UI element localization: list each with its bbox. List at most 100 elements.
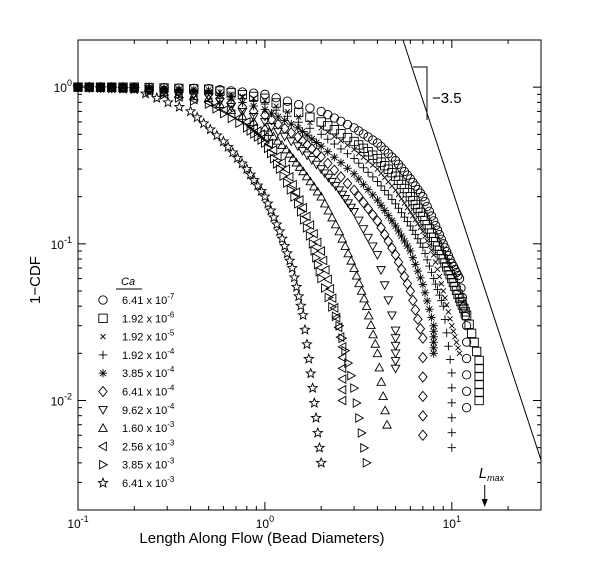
data-point — [461, 370, 472, 380]
data-point — [418, 390, 428, 403]
data-point — [349, 154, 359, 163]
data-point — [427, 268, 436, 277]
data-point — [323, 205, 334, 215]
data-point — [355, 150, 362, 157]
data-point — [338, 138, 344, 144]
data-point — [261, 138, 271, 148]
data-point — [360, 154, 367, 161]
data-point — [283, 178, 293, 188]
data-point — [379, 228, 390, 241]
data-point — [411, 230, 420, 239]
data-point — [197, 117, 210, 129]
data-point — [430, 220, 441, 231]
data-point — [318, 255, 328, 266]
data-point — [380, 161, 390, 171]
data-point — [203, 88, 214, 101]
data-point — [466, 328, 477, 339]
x-tick-label: 100 — [256, 514, 274, 531]
data-point — [320, 283, 330, 293]
data-point — [400, 212, 409, 222]
data-point — [349, 136, 359, 147]
data-point — [266, 114, 277, 126]
data-point — [431, 279, 440, 289]
legend-label: 6.41 x 10-4 — [122, 384, 175, 399]
data-point — [376, 221, 386, 234]
data-point — [272, 158, 282, 169]
data-point — [376, 141, 386, 152]
data-point — [349, 123, 359, 133]
data-point — [396, 263, 407, 276]
data-point — [331, 311, 341, 322]
legend-label: 1.92 x 10-5 — [122, 329, 175, 344]
data-point — [372, 348, 383, 358]
data-point — [312, 252, 322, 263]
data-point — [343, 248, 354, 258]
data-point — [294, 198, 303, 209]
data-point — [291, 157, 302, 167]
data-point — [365, 319, 376, 329]
data-point — [453, 339, 460, 346]
data-point — [334, 226, 345, 236]
data-point — [337, 233, 348, 243]
data-point — [445, 309, 452, 315]
data-point — [294, 107, 304, 118]
legend-entry: 9.62 x 10-4 — [98, 402, 175, 417]
data-point — [322, 157, 333, 170]
data-point — [415, 322, 426, 335]
data-point — [299, 214, 309, 225]
data-point — [273, 127, 284, 137]
data-point — [340, 195, 351, 204]
data-point — [353, 190, 364, 203]
data-point — [387, 152, 397, 162]
data-point — [403, 241, 412, 251]
data-point — [313, 259, 323, 270]
data-point — [390, 249, 401, 261]
data-point — [286, 137, 297, 147]
lmax-arrow-head — [481, 499, 488, 507]
data-point — [418, 371, 428, 383]
legend-entry: 3.85 x 10-3 — [99, 457, 175, 472]
data-point — [380, 405, 391, 415]
data-point — [311, 426, 324, 438]
data-point — [429, 327, 438, 336]
data-point — [329, 164, 340, 176]
data-point — [271, 93, 281, 103]
data-point — [342, 119, 353, 130]
data-point — [383, 164, 393, 174]
data-point — [286, 184, 296, 195]
data-point — [249, 88, 259, 98]
data-point — [315, 456, 327, 468]
data-point — [452, 333, 458, 340]
data-point — [423, 255, 432, 265]
y-axis-title: 1−CDF — [27, 256, 44, 304]
data-point — [397, 208, 406, 217]
data-point — [439, 301, 448, 311]
data-point — [307, 143, 317, 155]
data-point — [316, 141, 326, 151]
data-point — [413, 266, 423, 276]
data-point — [349, 169, 359, 178]
data-point — [376, 201, 386, 210]
data-point — [292, 290, 305, 302]
data-point — [203, 97, 213, 108]
data-point — [287, 179, 297, 190]
data-point — [284, 171, 294, 182]
data-point — [160, 89, 170, 100]
data-point — [226, 94, 236, 104]
data-point — [363, 233, 374, 243]
data-point — [288, 271, 301, 283]
data-point — [376, 157, 386, 167]
data-point — [461, 353, 472, 364]
data-point — [301, 338, 313, 350]
data-point — [279, 132, 290, 142]
y-tick-label: 10-2 — [51, 391, 72, 408]
data-point — [315, 266, 325, 277]
data-point — [343, 164, 352, 173]
data-point — [407, 209, 414, 215]
data-point — [393, 256, 404, 268]
data-point — [297, 202, 307, 213]
data-point — [363, 132, 373, 142]
data-point — [281, 164, 291, 175]
legend-label: 1.60 x 10-3 — [122, 420, 175, 435]
data-point — [360, 442, 370, 453]
